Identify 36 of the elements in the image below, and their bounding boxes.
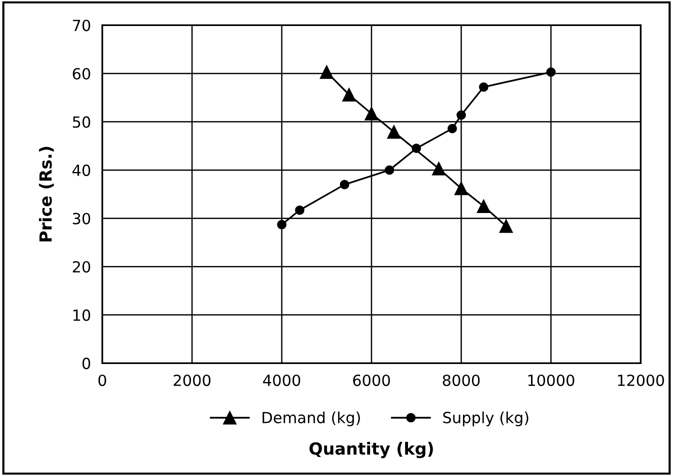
y-tick-label: 30 [72,212,90,224]
point [412,144,422,154]
y-tick-label: 10 [73,309,90,321]
x-tick-label: 10000 [528,374,574,386]
point [478,82,488,92]
point [340,180,350,190]
point [546,67,556,77]
point [364,106,378,120]
y-tick-label: 40 [72,164,90,176]
x-tick-label: 8000 [442,374,480,386]
x-tick-label: 12000 [618,374,664,386]
point [476,200,490,214]
point [448,124,457,134]
y-tick-label: 0 [82,358,90,370]
y-tick-label: 50 [72,116,90,128]
x-tick-label: 0 [98,374,106,386]
y-tick-label: 70 [72,20,90,32]
point [456,110,466,120]
y-tick-label: 20 [72,261,90,273]
point [277,220,286,230]
x-tick-label: 6000 [353,374,390,386]
point [320,65,334,79]
x-axis-title: Quantity (kg) [309,442,433,458]
point [387,125,401,139]
x-tick-label: 4000 [263,374,300,386]
point [454,182,468,196]
legend-label: Demand (kg) [262,411,360,426]
point [432,162,446,176]
point [342,88,356,102]
point [295,205,304,215]
y-tick-label: 60 [72,68,90,80]
x-tick-label: 2000 [174,374,210,386]
y-axis-title: Price (Rs.) [38,146,54,242]
legend-label: Supply (kg) [443,411,528,426]
point [499,219,513,233]
point [384,165,394,175]
